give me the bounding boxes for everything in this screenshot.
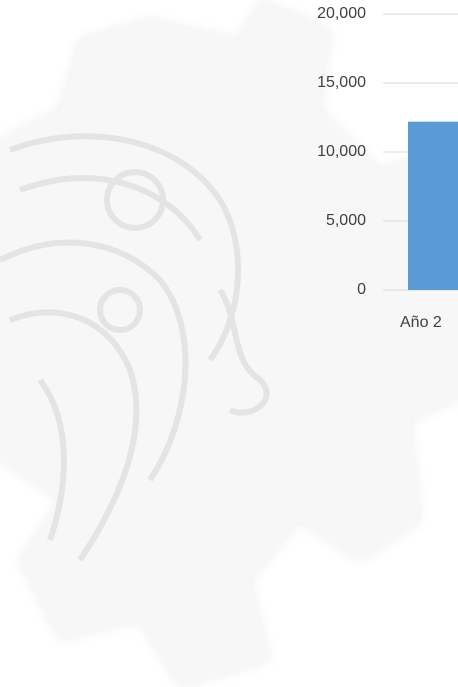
y-tick-label: 20,000 [317, 5, 366, 22]
bar [408, 121, 458, 290]
x-tick-label: Año 2 [400, 314, 442, 331]
y-tick-label: 10,000 [317, 143, 366, 160]
y-tick-label: 5,000 [326, 212, 366, 229]
y-tick-label: 0 [357, 281, 366, 298]
y-tick-label: 15,000 [317, 74, 366, 91]
